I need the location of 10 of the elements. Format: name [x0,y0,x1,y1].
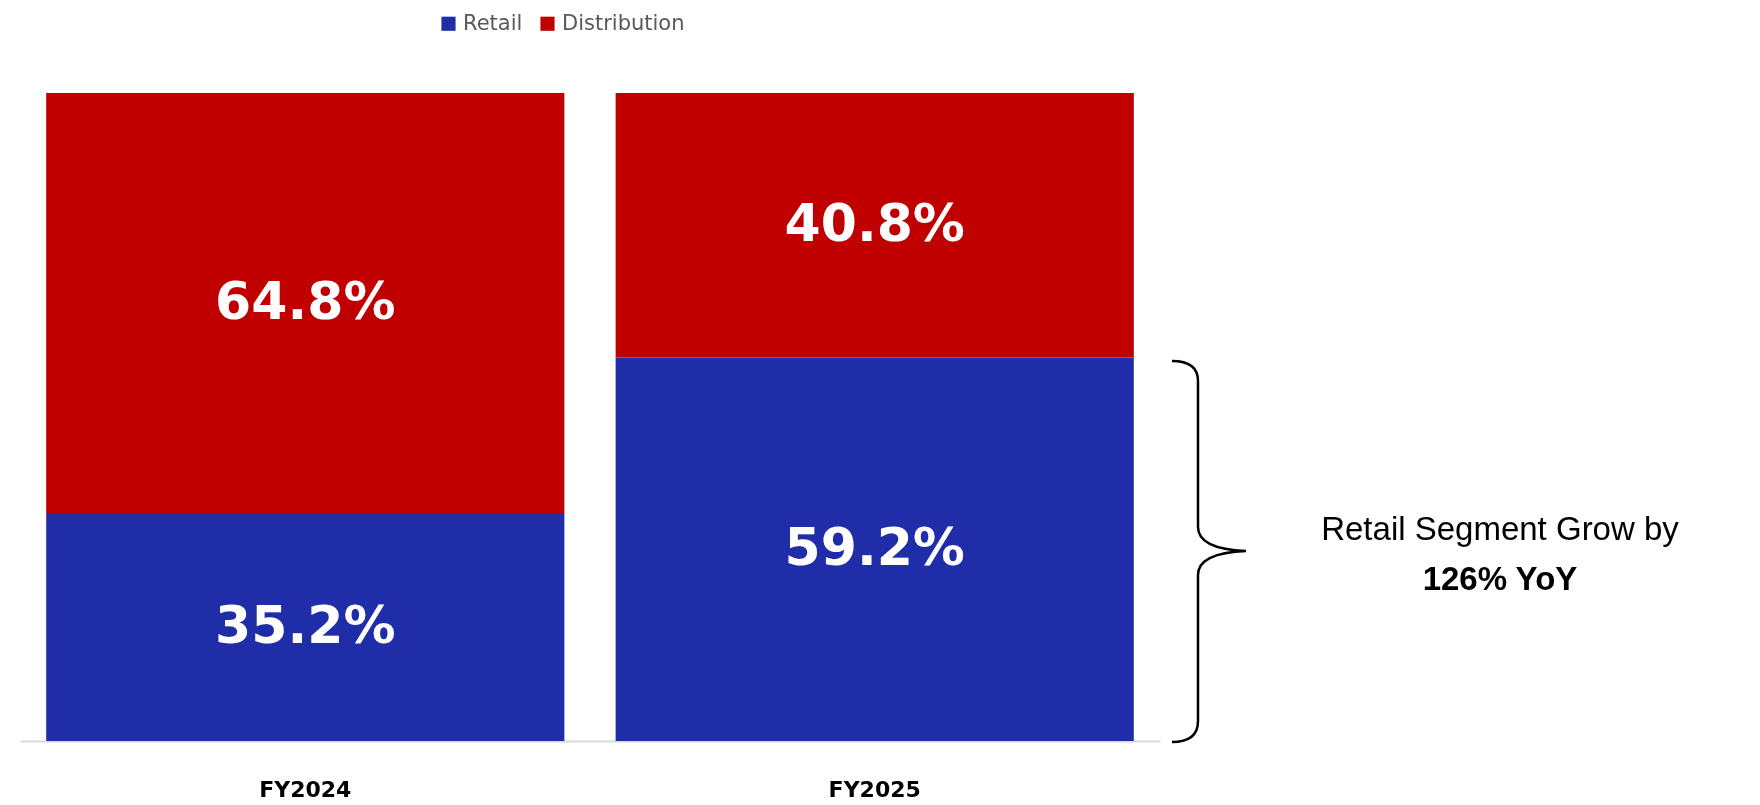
data-label: 64.8% [215,270,396,331]
legend-label: Retail [463,10,523,35]
data-label: 59.2% [784,517,965,578]
x-tick-label: FY2025 [828,776,921,802]
x-tick-label: FY2024 [259,776,352,802]
legend-label: Distribution [562,10,685,35]
text: 126% YoY [1421,560,1579,598]
data-label: 35.2% [215,594,396,655]
text: Retail Segment Grow by [1320,510,1680,548]
data-label: 40.8% [784,193,965,254]
